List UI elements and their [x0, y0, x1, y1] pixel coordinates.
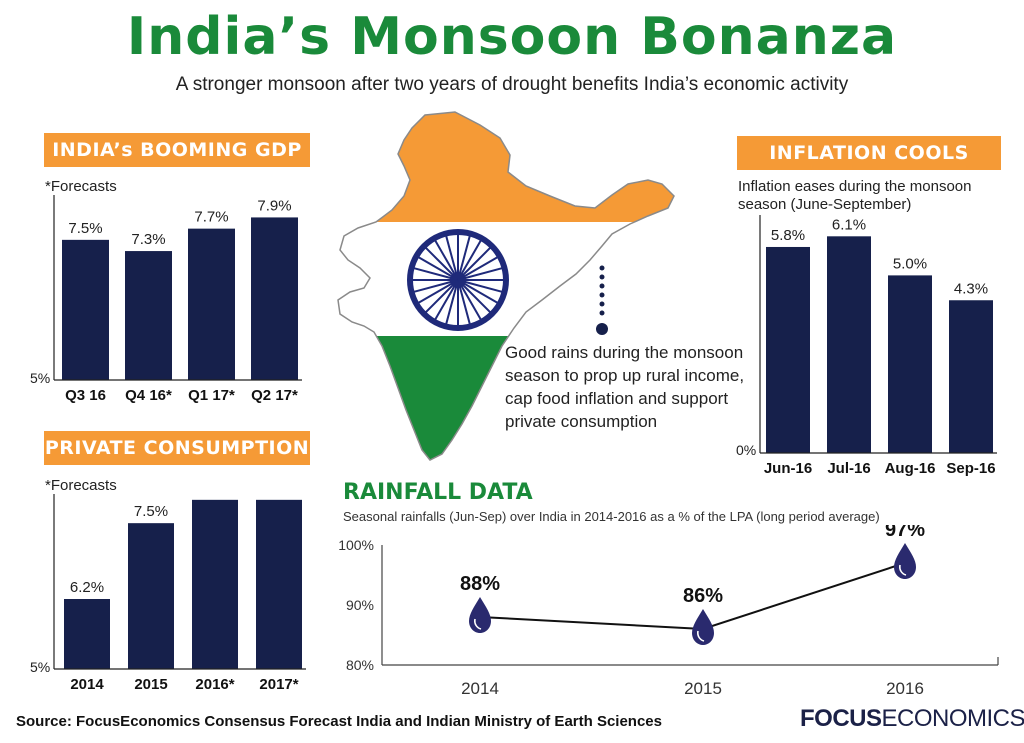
chakra-spoke: [457, 246, 492, 281]
category-label: Aug-16: [885, 460, 936, 477]
category-label: Q1 17*: [188, 387, 235, 404]
rainfall-chart: 100% 90% 80% 2014 2015 2016 88% 86% 97%: [338, 525, 999, 698]
consumption-chart: 5% 6.2% 2014 7.5% 2015 7.9% 2016* 7.9% 2017*: [30, 494, 306, 693]
category-label: Sep-16: [946, 460, 995, 477]
bar-consumption-3: [256, 499, 302, 669]
dotted-pointer: [596, 265, 608, 335]
brand-bold: FOCUS: [800, 705, 882, 732]
rain-y-tick: 90%: [346, 597, 374, 613]
inflation-axis-label: 0%: [736, 442, 756, 458]
inflation-note: Inflation eases during the monsoon seaso…: [738, 178, 972, 213]
page-subtitle: A stronger monsoon after two years of dr…: [175, 74, 849, 95]
chakra-spoke: [434, 279, 459, 321]
rain-y-tick: 80%: [346, 657, 374, 673]
chakra-spoke: [457, 256, 499, 281]
rain-x-tick: 2015: [684, 679, 722, 698]
category-label: 2016*: [195, 676, 234, 693]
chakra-spoke: [424, 279, 459, 314]
bar-inflation-1: [827, 236, 871, 453]
rainfall-subtitle: Seasonal rainfalls (Jun-Sep) over India …: [343, 509, 880, 524]
bar-value-label: 5.0%: [893, 255, 927, 272]
raindrop-marker: [894, 543, 916, 579]
chakra-spoke: [457, 279, 492, 314]
inflation-chart: 0% 5.8% Jun-16 6.1% Jul-16 5.0% Aug-16 4.3% Sep…: [736, 215, 997, 477]
category-label: Jun-16: [764, 460, 812, 477]
bar-inflation-3: [949, 300, 993, 453]
gdp-forecast-note: *Forecasts: [45, 178, 117, 195]
chakra-spoke: [417, 279, 459, 304]
chakra-spoke: [457, 279, 503, 293]
chakra-spoke: [457, 267, 503, 281]
map-caption: Good rains during the monsoon season to …: [505, 343, 745, 431]
chakra-spoke: [434, 239, 459, 281]
map-saffron-band: [338, 112, 674, 222]
bar-gdp-0: [62, 239, 109, 380]
bar-gdp-3: [251, 217, 298, 380]
chakra-spoke: [457, 235, 471, 281]
bar-consumption-0: [64, 599, 110, 669]
chakra-spoke: [457, 279, 499, 304]
chakra-spoke: [457, 239, 482, 281]
india-flag-map: [337, 111, 675, 461]
chakra-spoke: [417, 256, 459, 281]
chakra-spoke: [424, 246, 459, 281]
bar-gdp-1: [125, 251, 172, 380]
rain-y-tick: 100%: [338, 537, 374, 553]
category-label: 2015: [134, 676, 167, 693]
bar-value-label: 7.5%: [68, 220, 102, 237]
rain-value-label: 97%: [885, 525, 925, 541]
page-title: India’s Monsoon Bonanza: [126, 7, 898, 67]
gdp-panel-title: INDIA’s BOOMING GDP: [44, 133, 310, 167]
raindrop-marker: [469, 597, 491, 633]
consumption-axis-label: 5%: [30, 659, 50, 675]
bar-value-label: 6.2%: [70, 579, 104, 596]
category-label: Jul-16: [827, 460, 870, 477]
bar-value-label: 7.9%: [262, 494, 296, 497]
rain-x-tick: 2016: [886, 679, 924, 698]
bar-value-label: 5.8%: [771, 227, 805, 244]
bar-value-label: 6.1%: [832, 216, 866, 233]
chakra-spoke: [413, 267, 459, 281]
ashoka-chakra-icon: [402, 224, 514, 336]
bar-value-label: 7.5%: [134, 503, 168, 520]
chakra-spoke: [445, 279, 459, 325]
bar-value-label: 4.3%: [954, 280, 988, 297]
inflation-panel-title: INFLATION COOLS DOWN: [737, 136, 1001, 198]
chakra-spoke: [445, 235, 459, 281]
gdp-chart: 5% 7.5% Q3 16 7.3% Q4 16* 7.7% Q1 17* 7.9% Q2 1…: [30, 195, 302, 404]
focuseconomics-logo: FOCUSECONOMICS: [800, 705, 1024, 733]
source-note: Source: FocusEconomics Consensus Forecas…: [16, 713, 662, 730]
bar-value-label: 7.9%: [198, 494, 232, 497]
bar-value-label: 7.3%: [131, 231, 165, 248]
category-label: 2014: [70, 676, 104, 693]
rain-value-label: 88%: [460, 573, 500, 595]
chakra-spoke: [457, 279, 482, 321]
rain-value-label: 86%: [683, 585, 723, 607]
bar-value-label: 7.7%: [194, 209, 228, 226]
bar-gdp-2: [188, 228, 235, 380]
category-label: Q2 17*: [251, 387, 298, 404]
raindrop-marker: [692, 609, 714, 645]
chakra-spoke: [457, 279, 471, 325]
bar-inflation-0: [766, 246, 810, 453]
bar-consumption-2: [192, 499, 238, 669]
rainfall-panel-title: RAINFALL DATA: [343, 480, 533, 505]
bar-value-label: 7.9%: [257, 197, 291, 214]
consumption-panel-title: PRIVATE CONSUMPTION: [44, 431, 310, 465]
chakra-spoke: [413, 279, 459, 293]
category-label: 2017*: [259, 676, 298, 693]
brand-light: ECONOMICS: [881, 705, 1024, 732]
rain-x-tick: 2014: [461, 679, 499, 698]
category-label: Q4 16*: [125, 387, 172, 404]
bar-consumption-1: [128, 523, 174, 669]
gdp-axis-label: 5%: [30, 370, 50, 386]
consumption-forecast-note: *Forecasts: [45, 477, 117, 494]
bar-inflation-2: [888, 275, 932, 453]
category-label: Q3 16: [65, 387, 106, 404]
